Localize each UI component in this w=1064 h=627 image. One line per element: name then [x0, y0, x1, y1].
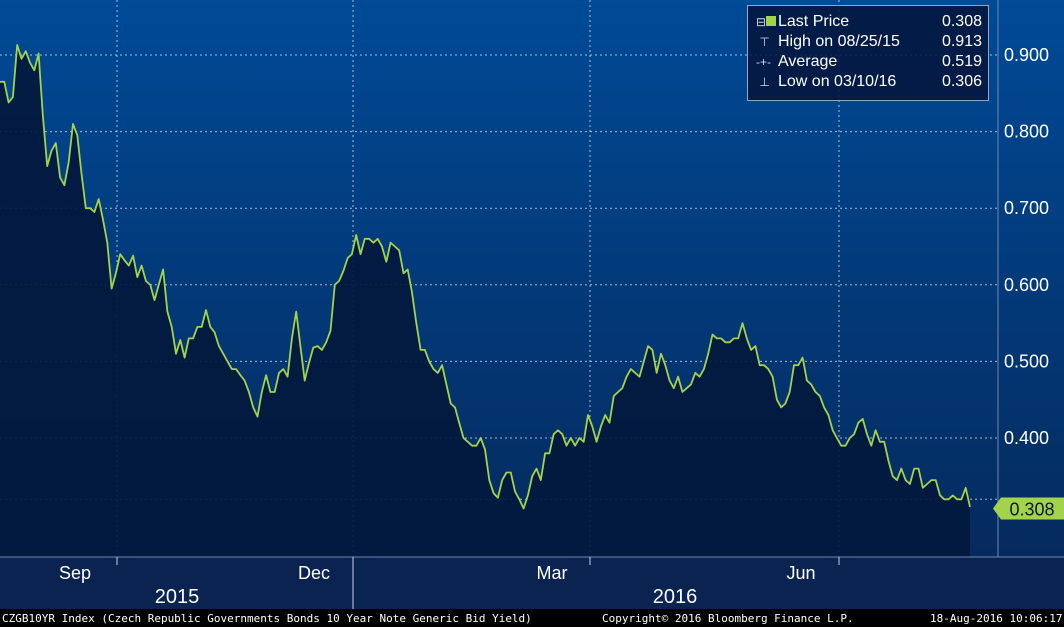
last-price-icon: ⊟ — [756, 15, 778, 29]
legend-row-last-price: ⊟ Last Price 0.308 — [756, 13, 982, 30]
x-tick-label-year: 2016 — [653, 586, 698, 608]
x-tick-label-month: Sep — [59, 563, 91, 583]
high-marker-icon: ⊤ — [756, 35, 770, 49]
y-tick-label: 0.400 — [1004, 428, 1049, 448]
footer-copyright: Copyright© 2016 Bloomberg Finance L.P. — [602, 612, 854, 625]
x-axis-band — [0, 557, 1064, 609]
low-marker-icon: ⊥ — [756, 75, 770, 89]
y-tick-label: 0.600 — [1004, 275, 1049, 295]
footer-bar: CZGB10YR Index (Czech Republic Governmen… — [0, 609, 1064, 627]
average-marker-icon: -+- — [756, 55, 771, 69]
legend-box: ⊟ Last Price 0.308 ⊤ High on 08/25/15 0.… — [747, 5, 989, 101]
footer-index-description: CZGB10YR Index (Czech Republic Governmen… — [2, 612, 532, 625]
last-price-badge-label: 0.308 — [1009, 499, 1054, 519]
x-tick-label-year: 2015 — [155, 586, 200, 608]
last-price-badge — [993, 497, 1064, 520]
footer-timestamp: 18-Aug-2016 10:06:17 — [930, 612, 1063, 625]
legend-row-average: -+- Average 0.519 — [756, 53, 982, 70]
x-tick-label-month: Dec — [298, 563, 330, 583]
yield-line — [0, 44, 971, 510]
legend-row-high: ⊤ High on 08/25/15 0.913 — [756, 33, 982, 50]
x-tick-label-month: Mar — [537, 563, 568, 583]
x-tick-label-month: Jun — [786, 563, 815, 583]
y-tick-label: 0.800 — [1004, 122, 1049, 142]
legend-row-low: ⊥ Low on 03/10/16 0.306 — [756, 73, 982, 90]
y-tick-label: 0.700 — [1004, 198, 1049, 218]
y-tick-label: 0.900 — [1004, 45, 1049, 65]
yield-area-fill — [0, 45, 970, 557]
y-tick-label: 0.500 — [1004, 351, 1049, 371]
